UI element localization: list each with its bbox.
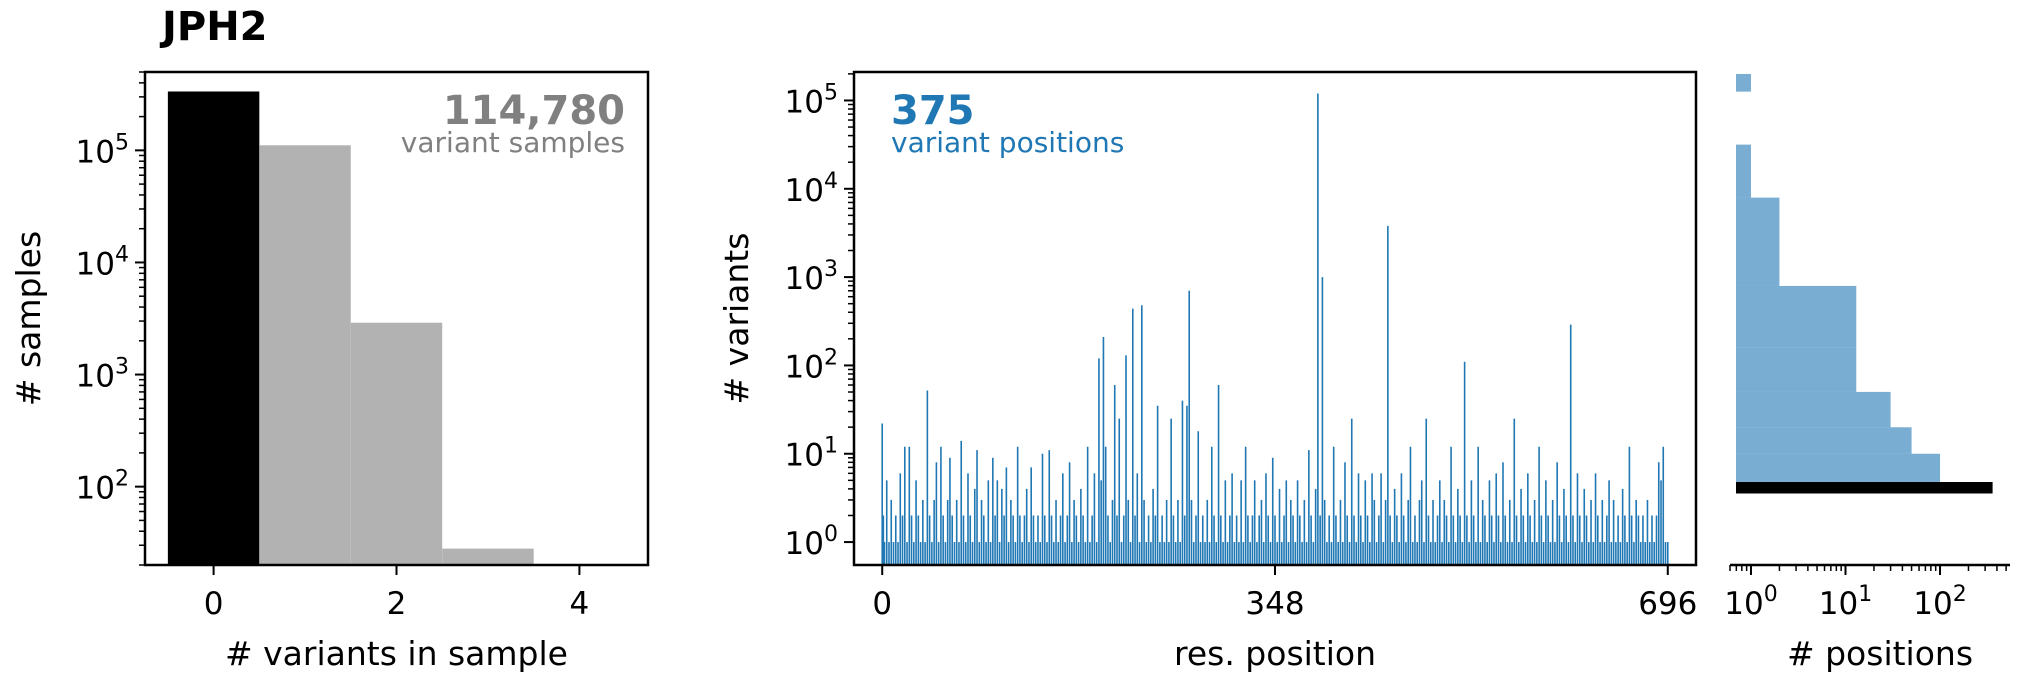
- x-tick-label: 348: [1245, 586, 1304, 622]
- y-tick-label: 102: [785, 345, 838, 385]
- position-hist-bar: [1736, 285, 1857, 348]
- position-hist-bar: [1736, 427, 1912, 454]
- y-tick-label: 102: [76, 467, 129, 507]
- x-tick-label: 102: [1913, 582, 1966, 622]
- x-tick-label: 101: [1819, 582, 1872, 622]
- sample-bar: [442, 548, 534, 565]
- y-tick-label: 105: [76, 130, 129, 170]
- position-hist-bar: [1736, 73, 1751, 92]
- y-tick-label: 103: [785, 257, 838, 297]
- gene-title: JPH2: [159, 4, 268, 50]
- y-axis-label: # samples: [9, 231, 48, 406]
- position-hist-bar: [1736, 197, 1780, 286]
- x-tick-label: 0: [872, 586, 892, 622]
- x-axis-label: # positions: [1787, 634, 1973, 673]
- y-tick-label: 100: [785, 522, 838, 562]
- annotation-label: variant samples: [401, 126, 625, 159]
- y-tick-label: 105: [785, 80, 838, 120]
- x-tick-label: 696: [1638, 586, 1697, 622]
- annotation-value: 375: [891, 88, 975, 134]
- x-tick-label: 0: [204, 586, 224, 622]
- sample-bar: [350, 322, 443, 565]
- x-axis-label: # variants in sample: [225, 634, 568, 673]
- y-tick-label: 104: [785, 169, 838, 209]
- x-axis-label: res. position: [1174, 634, 1376, 673]
- position-hist-bar: [1736, 391, 1891, 428]
- y-tick-label: 103: [76, 355, 129, 395]
- variants-per-sample-panel: 102 103 104 105 0 2 4# variants in sample # sam…: [9, 70, 650, 673]
- annotation-label: variant positions: [891, 126, 1124, 159]
- annotation-value: 114,780: [443, 88, 625, 134]
- variants-per-position-panel: 100 101 102 103 104 105 0 348 696 res. position # …: [717, 70, 1697, 673]
- x-tick-label: 4: [570, 586, 590, 622]
- x-tick-label: 100: [1724, 582, 1777, 622]
- positions-histogram-panel: 100 101 102 # positions: [1724, 73, 2010, 673]
- y-tick-label: 101: [785, 434, 838, 474]
- position-hist-bar: [1736, 482, 1993, 494]
- position-hist-bar: [1736, 144, 1751, 198]
- position-hist-bar: [1736, 347, 1857, 392]
- sample-bar: [167, 91, 260, 566]
- x-tick-label: 2: [387, 586, 407, 622]
- sample-bar: [259, 145, 351, 566]
- y-axis-label: # variants: [717, 233, 756, 405]
- position-hist-bar: [1736, 453, 1941, 483]
- y-tick-label: 104: [76, 242, 129, 282]
